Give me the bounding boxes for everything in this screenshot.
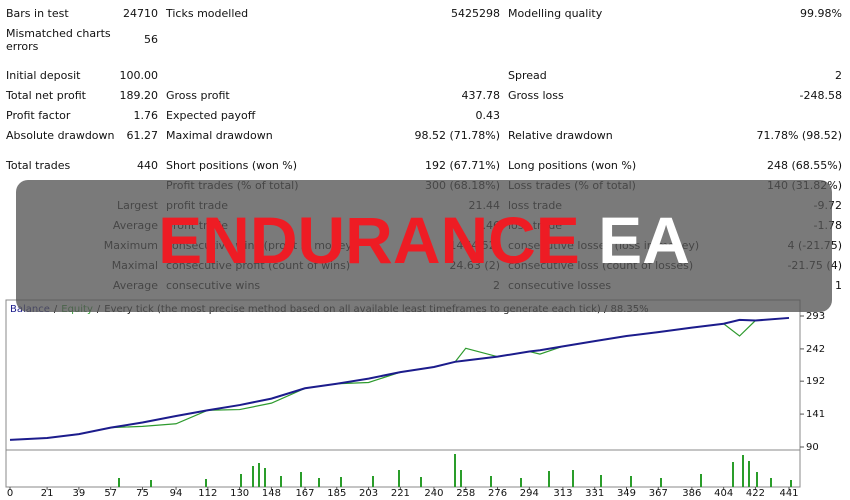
banner-text: ENDURANCE	[158, 203, 580, 277]
x-tick-label: 441	[779, 488, 798, 499]
series-line	[9, 316, 790, 441]
volume-frame	[5, 449, 801, 488]
x-tick-label: 313	[553, 488, 572, 499]
x-tick-label: 75	[136, 488, 149, 499]
report-value: 71.78% (98.52)	[756, 129, 842, 142]
x-tick-label: 39	[73, 488, 86, 499]
x-tick-label: 331	[585, 488, 604, 499]
x-tick-label: 258	[456, 488, 475, 499]
report-value: 5425298	[451, 7, 500, 20]
report-value: -248.58	[799, 89, 842, 102]
x-tick-label: 422	[746, 488, 765, 499]
x-tick-label: 0	[7, 488, 13, 499]
report-label: Gross profit	[166, 89, 230, 102]
report-label: Expected payoff	[166, 109, 256, 122]
report-value: 1	[835, 279, 842, 292]
report-value: 437.78	[461, 89, 501, 102]
report-value: 98.52 (71.78%)	[414, 129, 500, 142]
x-tick-label: 203	[359, 488, 378, 499]
report-label: Profit factor	[6, 109, 71, 122]
y-tick-label: 141	[806, 409, 825, 420]
report-value: 189.20	[119, 89, 159, 102]
report-label: Gross loss	[508, 89, 564, 102]
x-tick-label: 94	[170, 488, 183, 499]
x-tick-label: 148	[262, 488, 281, 499]
y-tick-label: 242	[806, 344, 825, 355]
x-tick-label: 167	[295, 488, 314, 499]
report-value: 100.00	[119, 69, 159, 82]
report-value: 192 (67.71%)	[424, 159, 500, 172]
y-tick-label: 192	[806, 376, 825, 387]
report-label: Long positions (won %)	[508, 159, 637, 172]
report-label: Short positions (won %)	[166, 159, 298, 172]
x-tick-label: 349	[617, 488, 636, 499]
report-label: Bars in test	[6, 7, 69, 20]
report-label: Mismatched charts errors	[6, 27, 111, 53]
x-tick-label: 130	[230, 488, 249, 499]
x-tick-label: 404	[714, 488, 733, 499]
report-label: Modelling quality	[508, 7, 603, 20]
report-label: Relative drawdown	[508, 129, 613, 142]
x-tick-label: 386	[682, 488, 701, 499]
x-tick-label: 221	[391, 488, 410, 499]
x-tick-label: 276	[488, 488, 507, 499]
x-tick-label: 240	[424, 488, 443, 499]
x-tick-label: 112	[198, 488, 217, 499]
report-label: Initial deposit	[6, 69, 81, 82]
y-tick-label: 90	[806, 442, 819, 453]
report-label: Ticks modelled	[166, 7, 249, 20]
banner: ENDURANCE EA	[16, 180, 832, 312]
report-value: 248 (68.55%)	[766, 159, 842, 172]
x-tick-label: 294	[520, 488, 539, 499]
report-value: 24710	[123, 7, 158, 20]
report-value: 1.76	[133, 109, 159, 122]
report-label: Absolute drawdown	[6, 129, 115, 142]
banner-text: EA	[598, 203, 690, 277]
report-value: 61.27	[126, 129, 159, 142]
report-value: 56	[144, 33, 158, 46]
report-value: 2	[835, 69, 842, 82]
volume-bars	[118, 454, 792, 487]
report-value: 99.98%	[800, 7, 842, 20]
report-value: 440	[137, 159, 158, 172]
report-label: Total net profit	[6, 89, 86, 102]
y-tick-label: 293	[806, 311, 825, 322]
report-value: 0.43	[475, 109, 501, 122]
x-tick-label: 367	[649, 488, 668, 499]
x-tick-label: 21	[41, 488, 54, 499]
x-tick-label: 185	[327, 488, 346, 499]
x-tick-label: 57	[104, 488, 117, 499]
report-label: Total trades	[6, 159, 71, 172]
plot-frame	[5, 299, 801, 451]
report-label: Spread	[508, 69, 547, 82]
report-label: Maximal drawdown	[166, 129, 273, 142]
